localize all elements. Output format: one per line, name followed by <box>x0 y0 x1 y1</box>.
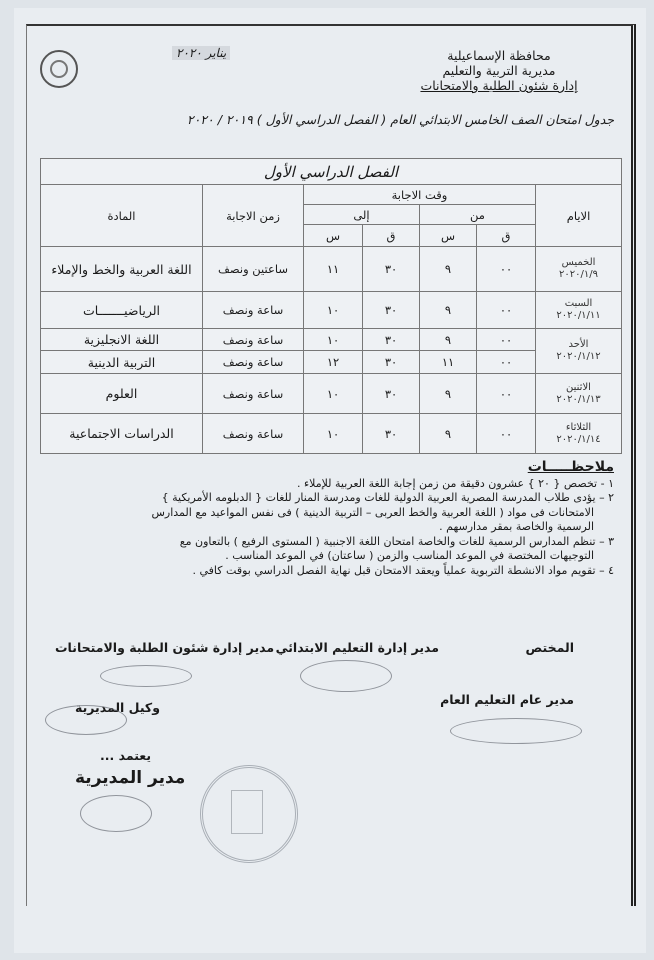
exam-schedule-table: الفصل الدراسي الأول الايام وقت الاجابة ز… <box>40 158 622 454</box>
cell-from-m: ٠٠ <box>476 328 536 351</box>
cell-duration: ساعة ونصف <box>202 373 304 414</box>
handwritten-signature <box>450 718 582 744</box>
cell-from-m: ٠٠ <box>476 413 536 454</box>
handwritten-signature <box>300 660 392 692</box>
note-line: ٣ – تنظم المدارس الرسمية للغات والخاصة ا… <box>179 534 614 548</box>
table-row: الأحد ٢٠٢٠/١/١٢ ٠٠ ٩ ٣٠ ١٠ ساعة ونصف اللغة الان… <box>40 328 622 374</box>
cell-to-m: ٣٠ <box>362 328 420 351</box>
sig-primary-director: مدير إدارة التعليم الابتدائي <box>275 640 439 655</box>
governorate: محافظة الإسماعيلية <box>447 48 551 63</box>
sig-specialist: المختص <box>525 640 574 655</box>
cell-from-h: ٩ <box>419 246 477 292</box>
ministry-logo <box>40 50 78 88</box>
notes-heading: ملاحظـــــات <box>527 459 614 475</box>
note-line: الامتحانات فى مواد ( اللغة العربية والخط… <box>151 505 594 519</box>
note-line: التوجيهات المختصة في الموعد المناسب والز… <box>225 549 594 562</box>
day-name: الأحد <box>568 339 589 350</box>
table-row: الاثنين ٢٠٢٠/١/١٣ ٠٠ ٩ ٣٠ ١٠ ساعة ونصف العلوم <box>40 373 622 414</box>
cell-to-h: ١٠ <box>303 413 363 454</box>
note-line: ٤ – تقويم مواد الانشطة التربوية عملياً و… <box>192 563 614 577</box>
header-subject: المادة <box>40 184 203 247</box>
document-frame <box>26 24 636 906</box>
cell-subject: التربية الدينية <box>40 350 203 374</box>
header-to-minute: ق <box>362 224 420 247</box>
cell-from-m: ٠٠ <box>476 246 536 292</box>
cell-duration: ساعة ونصف <box>202 291 304 329</box>
cell-from-m: ٠٠ <box>476 350 536 374</box>
note-line: الرسمية والخاصة بمقر مدارسهم . <box>439 520 594 533</box>
sig-general-director: مدير عام التعليم العام <box>440 692 574 707</box>
header-from-minute: ق <box>476 224 536 247</box>
cell-subject: العلوم <box>40 373 203 414</box>
day-name: السبت <box>564 298 593 309</box>
table-row: السبت ٢٠٢٠/١/١١ ٠٠ ٩ ٣٠ ١٠ ساعة ونصف الرياضيـــ… <box>40 291 622 329</box>
cell-from-h: ٩ <box>419 328 477 351</box>
header-from-hour: س <box>419 224 477 247</box>
table-row: الخميس ٢٠٢٠/١/٩ ٠٠ ٩ ٣٠ ١١ ساعتين ونصف اللغة ال… <box>40 246 622 292</box>
cell-from-h: ١١ <box>419 350 477 374</box>
table-row: ٠٠ ١١ ٣٠ ١٢ ساعة ونصف التربية الدينية <box>40 350 622 374</box>
cell-to-h: ١٠ <box>303 328 363 351</box>
day-date: ٢٠٢٠/١/١١ <box>556 310 601 321</box>
table-caption: الفصل الدراسي الأول <box>40 158 622 185</box>
table-row: الثلاثاء ٢٠٢٠/١/١٤ ٠٠ ٩ ٣٠ ١٠ ساعة ونصف الدراسا… <box>40 413 622 454</box>
day-date: ٢٠٢٠/١/١٢ <box>556 351 601 362</box>
document-title: جدول امتحان الصف الخامس الابتدائي العام … <box>186 112 614 127</box>
day-name: الثلاثاء <box>565 421 592 433</box>
cell-to-h: ١٢ <box>303 350 363 374</box>
day-name: الاثنين <box>566 381 591 393</box>
day-cell: الاثنين ٢٠٢٠/١/١٣ <box>535 373 622 414</box>
header-from: من <box>419 204 536 225</box>
cell-subject: الرياضيـــــــات <box>40 291 203 329</box>
sig-exams-director: مدير إدارة شئون الطلبة والامتحانات <box>55 640 275 655</box>
cell-to-m: ٣٠ <box>362 350 420 374</box>
header-to-hour: س <box>303 224 363 247</box>
cell-to-m: ٣٠ <box>362 291 420 329</box>
day-date: ٢٠٢٠/١/١٣ <box>556 393 601 405</box>
day-name: الخميس <box>561 257 596 268</box>
day-cell: الأحد ٢٠٢٠/١/١٢ <box>535 328 622 374</box>
cell-to-h: ١٠ <box>303 291 363 329</box>
note-line: ٢ – يؤدى طلاب المدرسة المصرية العربية ال… <box>161 491 614 504</box>
directorate: مديرية التربية والتعليم <box>442 63 556 78</box>
cell-subject: اللغة الانجليزية <box>40 328 203 351</box>
cell-to-h: ١٠ <box>303 373 363 414</box>
cell-from-h: ٩ <box>419 413 477 454</box>
official-stamp <box>200 765 298 863</box>
handwritten-signature <box>80 795 152 832</box>
sig-directorate-director: مدير المديرية <box>75 768 186 788</box>
header-duration: زمن الاجابة <box>202 184 304 247</box>
document-date: يناير ٢٠٢٠ <box>172 46 231 60</box>
day-cell: الخميس ٢٠٢٠/١/٩ <box>535 246 622 292</box>
note-line: ١ - تخصص { ٢٠ } عشرون دقيقة من زمن إجابة… <box>297 476 614 490</box>
cell-to-m: ٣٠ <box>362 246 420 292</box>
cell-subject: الدراسات الاجتماعية <box>40 413 203 454</box>
cell-duration: ساعتين ونصف <box>202 246 304 292</box>
cell-from-h: ٩ <box>419 373 477 414</box>
cell-from-m: ٠٠ <box>476 291 536 329</box>
day-date: ٢٠٢٠/١/٩ <box>559 269 598 280</box>
day-cell: السبت ٢٠٢٠/١/١١ <box>535 291 622 329</box>
cell-duration: ساعة ونصف <box>202 350 304 374</box>
day-date: ٢٠٢٠/١/١٤ <box>556 433 601 445</box>
cell-from-h: ٩ <box>419 291 477 329</box>
handwritten-signature <box>100 665 192 687</box>
letterhead: محافظة الإسماعيلية مديرية التربية والتعل… <box>384 48 614 93</box>
department: إدارة شئون الطلبة والامتحانات <box>420 78 578 93</box>
cell-subject: اللغة العربية والخط والإملاء <box>40 246 203 292</box>
header-days: الايام <box>535 184 622 247</box>
cell-to-m: ٣٠ <box>362 413 420 454</box>
cell-duration: ساعة ونصف <box>202 413 304 454</box>
cell-duration: ساعة ونصف <box>202 328 304 351</box>
cell-from-m: ٠٠ <box>476 373 536 414</box>
sig-approved: يعتمد ... <box>100 748 152 763</box>
day-cell: الثلاثاء ٢٠٢٠/١/١٤ <box>535 413 622 454</box>
notes-section: ملاحظـــــات ١ - تخصص { ٢٠ } عشرون دقيقة… <box>54 460 614 578</box>
header-to: إلى <box>303 204 420 225</box>
header-answer-time: وقت الاجابة <box>303 184 536 205</box>
cell-to-h: ١١ <box>303 246 363 292</box>
cell-to-m: ٣٠ <box>362 373 420 414</box>
handwritten-signature <box>45 705 127 735</box>
